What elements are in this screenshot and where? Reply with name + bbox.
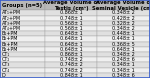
Bar bbox=[45, 73, 98, 78]
Bar bbox=[98, 73, 150, 78]
Bar bbox=[0, 47, 45, 52]
Text: B₃+PM: B₃+PM bbox=[2, 42, 18, 47]
Text: 0.348± 1: 0.348± 1 bbox=[112, 68, 135, 73]
Bar bbox=[98, 10, 150, 16]
Text: 0.568± 1: 0.568± 1 bbox=[60, 21, 83, 26]
Bar bbox=[45, 68, 98, 73]
Text: 0.868± 1: 0.868± 1 bbox=[60, 11, 83, 16]
Text: 0.648± 1: 0.648± 1 bbox=[112, 47, 135, 52]
Text: 0.848± 1: 0.848± 1 bbox=[60, 73, 83, 78]
Text: 0.448± 1: 0.448± 1 bbox=[112, 31, 135, 36]
Bar bbox=[98, 36, 150, 42]
Bar bbox=[98, 42, 150, 47]
Text: AT₂+PM: AT₂+PM bbox=[2, 16, 21, 21]
Text: 0.348± 2: 0.348± 2 bbox=[112, 11, 135, 16]
Text: B₄+PM: B₄+PM bbox=[2, 47, 18, 52]
Text: 0.748± 2: 0.748± 2 bbox=[60, 62, 83, 67]
Text: 0.348± 2: 0.348± 2 bbox=[112, 52, 135, 57]
Bar bbox=[0, 21, 45, 26]
Bar bbox=[98, 21, 150, 26]
Text: B₁+PM: B₁+PM bbox=[2, 31, 18, 36]
Text: 0.648± 1: 0.648± 1 bbox=[60, 47, 83, 52]
Bar bbox=[0, 42, 45, 47]
Text: AT₄+PM: AT₄+PM bbox=[2, 26, 21, 31]
Bar bbox=[45, 21, 98, 26]
Text: Average Volume of
Testis (cm³): Average Volume of Testis (cm³) bbox=[43, 0, 99, 11]
Bar bbox=[0, 0, 45, 10]
Text: 0.568± 1: 0.568± 1 bbox=[60, 26, 83, 31]
Bar bbox=[45, 57, 98, 62]
Bar bbox=[0, 10, 45, 16]
Text: CT₄: CT₄ bbox=[2, 68, 10, 73]
Bar bbox=[45, 10, 98, 16]
Bar bbox=[98, 52, 150, 57]
Bar bbox=[98, 68, 150, 73]
Bar bbox=[98, 62, 150, 68]
Text: 0.428± 2: 0.428± 2 bbox=[112, 16, 135, 21]
Bar bbox=[45, 52, 98, 57]
Text: 0.868± 1: 0.868± 1 bbox=[60, 52, 83, 57]
Bar bbox=[0, 73, 45, 78]
Text: Average Volume of
Seminal Vesicle (cm³): Average Volume of Seminal Vesicle (cm³) bbox=[92, 0, 150, 11]
Text: Groups (n=5): Groups (n=5) bbox=[2, 3, 43, 8]
Bar bbox=[0, 62, 45, 68]
Text: 0.748± 2: 0.748± 2 bbox=[60, 57, 83, 62]
Bar bbox=[0, 36, 45, 42]
Bar bbox=[45, 16, 98, 21]
Text: 0.648± 1: 0.648± 1 bbox=[60, 31, 83, 36]
Bar bbox=[0, 57, 45, 62]
Bar bbox=[0, 68, 45, 73]
Text: 0.348± 6: 0.348± 6 bbox=[112, 73, 135, 78]
Text: 0.348± 2: 0.348± 2 bbox=[112, 26, 135, 31]
Text: AT₁+PM: AT₁+PM bbox=[2, 11, 21, 16]
Bar bbox=[0, 26, 45, 31]
Bar bbox=[98, 26, 150, 31]
Bar bbox=[45, 62, 98, 68]
Bar bbox=[0, 52, 45, 57]
Text: CT₃: CT₃ bbox=[2, 62, 10, 67]
Text: AT₃+PM: AT₃+PM bbox=[2, 21, 21, 26]
Bar bbox=[45, 31, 98, 36]
Text: 0.248± 6: 0.248± 6 bbox=[112, 57, 135, 62]
Bar bbox=[98, 16, 150, 21]
Text: 0.368± 5: 0.368± 5 bbox=[112, 42, 135, 47]
Bar bbox=[45, 42, 98, 47]
Text: 0.748± 2: 0.748± 2 bbox=[60, 68, 83, 73]
Bar bbox=[98, 31, 150, 36]
Bar bbox=[45, 0, 98, 10]
Bar bbox=[0, 31, 45, 36]
Text: B₂+PM: B₂+PM bbox=[2, 37, 18, 41]
Text: D: D bbox=[2, 73, 5, 78]
Bar bbox=[45, 26, 98, 31]
Bar bbox=[45, 47, 98, 52]
Text: CT₂: CT₂ bbox=[2, 57, 10, 62]
Text: CT₁: CT₁ bbox=[2, 52, 10, 57]
Text: 0.328± 2: 0.328± 2 bbox=[112, 21, 135, 26]
Text: 0.348± 1: 0.348± 1 bbox=[112, 62, 135, 67]
Bar bbox=[0, 16, 45, 21]
Bar bbox=[45, 36, 98, 42]
Bar bbox=[98, 57, 150, 62]
Text: 0.648± 1: 0.648± 1 bbox=[60, 42, 83, 47]
Bar bbox=[98, 47, 150, 52]
Text: 0.748± 1: 0.748± 1 bbox=[60, 16, 83, 21]
Text: 0.448± 1: 0.448± 1 bbox=[112, 37, 135, 41]
Text: 0.648± 1: 0.648± 1 bbox=[60, 37, 83, 41]
Bar bbox=[98, 0, 150, 10]
